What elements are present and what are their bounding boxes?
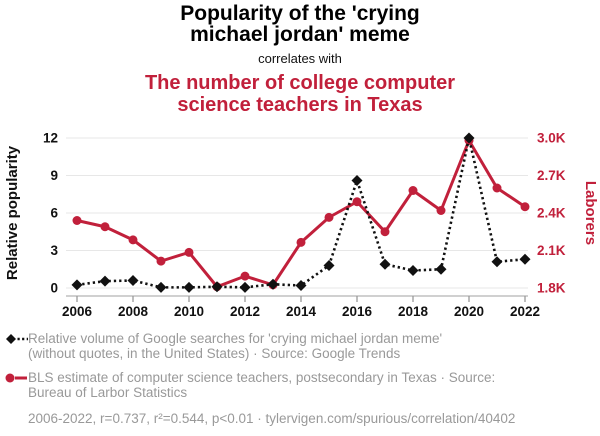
google-series-point bbox=[379, 258, 391, 270]
bls-series-point bbox=[156, 256, 166, 266]
bls-series-point bbox=[184, 247, 194, 257]
plot-area: 2006 2008 2010 2012 2014 2016 2018 2020 2022 0 3 6 9… bbox=[4, 131, 599, 320]
y-axis-right-tick-label: 2.1K bbox=[537, 243, 566, 258]
google-series-point bbox=[155, 281, 167, 293]
x-axis-tick-label: 2012 bbox=[230, 304, 260, 319]
google-series-point bbox=[239, 281, 251, 293]
bls-series-point bbox=[408, 186, 418, 195]
plot-wrap: 2006 2008 2010 2012 2014 2016 2018 2020 2022 0 3 6 9… bbox=[0, 118, 600, 325]
y-axis-right-tick-label: 2.4K bbox=[537, 206, 566, 221]
google-series-point bbox=[491, 256, 503, 268]
legend-row-bls: BLS estimate of computer science teacher… bbox=[4, 370, 600, 400]
bls-series-point bbox=[520, 202, 530, 212]
y-axis-left-tick-label: 0 bbox=[50, 281, 58, 296]
chart-footer: Relative volume of Google searches for '… bbox=[0, 325, 600, 426]
chart-title: Popularity of the 'crying michael jordan… bbox=[0, 0, 600, 45]
legend-bls-line1: BLS estimate of computer science teacher… bbox=[28, 370, 496, 385]
google-series-point bbox=[183, 281, 195, 293]
y-axis-right-tick-label: 1.8K bbox=[537, 281, 566, 296]
x-axis-tick-label: 2014 bbox=[286, 304, 317, 319]
bls-series-point bbox=[492, 183, 502, 193]
chart-title-line1: Popularity of the 'crying bbox=[180, 2, 420, 25]
google-series-point bbox=[267, 278, 279, 290]
right-axis-title: Laborers bbox=[582, 181, 599, 245]
legend-text-google-trends: Relative volume of Google searches for '… bbox=[28, 331, 442, 361]
bls-series-point bbox=[240, 271, 250, 281]
chart-subtitle-line2: science teachers in Texas bbox=[177, 94, 423, 116]
legend-text-bls: BLS estimate of computer science teacher… bbox=[28, 370, 495, 400]
x-axis-tick-label: 2016 bbox=[342, 304, 373, 319]
bls-series-point bbox=[72, 216, 82, 225]
bls-series-point bbox=[380, 227, 390, 237]
bls-series-point bbox=[436, 206, 446, 215]
google-series-point bbox=[211, 281, 223, 293]
correlates-with-label: correlates with bbox=[258, 51, 342, 66]
y-axis-left-tick-label: 12 bbox=[43, 131, 58, 146]
bls-series-point bbox=[100, 222, 110, 232]
stats-citation-line: 2006-2022, r=0.737, r²=0.544, p<0.01 · t… bbox=[28, 411, 516, 426]
x-axis-tick-label: 2010 bbox=[174, 304, 204, 319]
legend-row-google-trends: Relative volume of Google searches for '… bbox=[4, 331, 600, 361]
y-axis-left-tick-label: 6 bbox=[50, 206, 58, 221]
x-axis-tick-label: 2006 bbox=[62, 304, 93, 319]
google-series-point bbox=[127, 275, 139, 286]
google-series-point bbox=[435, 263, 447, 275]
google-series-point bbox=[99, 275, 111, 287]
bls-series-line bbox=[76, 139, 526, 289]
x-axis-tick-label: 2020 bbox=[454, 304, 484, 319]
google-series-point bbox=[463, 132, 475, 144]
x-axis-tick-label: 2022 bbox=[510, 304, 540, 319]
bls-series-point bbox=[128, 235, 138, 245]
y-axis-right-tick-label: 3.0K bbox=[537, 131, 566, 146]
google-series-point bbox=[71, 279, 83, 291]
google-series-point bbox=[407, 265, 419, 276]
x-axis-tick-label: 2018 bbox=[398, 304, 429, 319]
y-axis-left-tick-label: 9 bbox=[50, 168, 58, 183]
red-circle-line-legend-icon bbox=[5, 373, 27, 383]
google-series-point bbox=[519, 253, 531, 265]
chart-subtitle-line1: The number of college computer bbox=[144, 72, 456, 94]
bls-series-point bbox=[352, 197, 362, 207]
google-series-point bbox=[295, 280, 307, 291]
google-series-point bbox=[351, 175, 363, 186]
black-diamond-dotted-legend-icon bbox=[6, 334, 28, 344]
bls-series-point bbox=[296, 237, 306, 247]
google-series-point bbox=[323, 260, 335, 271]
legend-google-line2: (without quotes, in the United States) ·… bbox=[28, 346, 401, 361]
chart-subtitle: The number of college computer science t… bbox=[0, 72, 600, 116]
y-axis-right-tick-label: 2.7K bbox=[537, 168, 566, 183]
chart-title-line2: michael jordan' meme bbox=[190, 23, 410, 46]
legend-google-line1: Relative volume of Google searches for '… bbox=[28, 331, 443, 346]
google-series-line bbox=[76, 136, 526, 289]
y-axis-left-tick-label: 3 bbox=[50, 243, 58, 258]
bls-series-point bbox=[324, 212, 334, 222]
left-axis-title: Relative popularity bbox=[4, 145, 21, 280]
chart-header: Popularity of the 'crying michael jordan… bbox=[0, 0, 600, 118]
x-axis-tick-label: 2008 bbox=[118, 304, 149, 319]
legend-bls-line2: Bureau of Larbor Statistics bbox=[28, 385, 188, 400]
